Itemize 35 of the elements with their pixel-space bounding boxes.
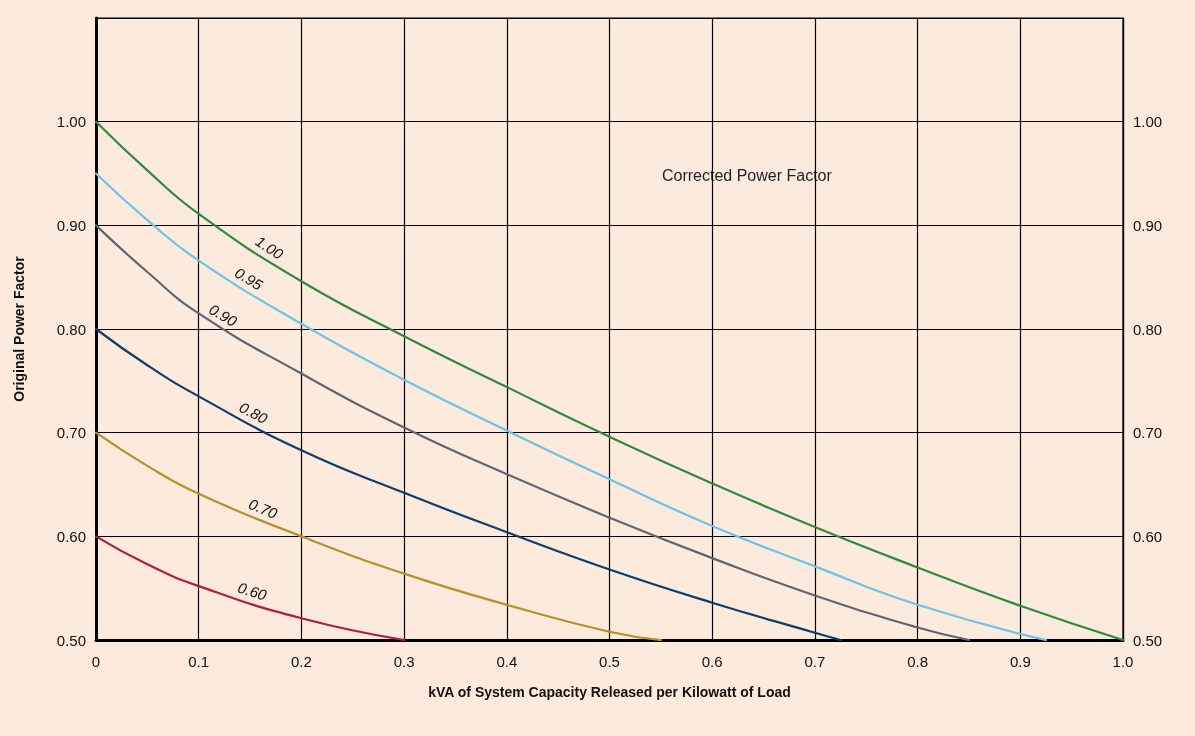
x-tick-label: 0.5	[599, 653, 620, 670]
y-tick-label: 1.00	[56, 113, 86, 131]
x-tick-label: 0.6	[701, 653, 723, 670]
y-tick-label: 0.80	[56, 320, 86, 338]
y2-tick-label: 0.70	[1133, 424, 1163, 442]
text: 0.60	[235, 578, 270, 604]
text: 1.00	[252, 232, 287, 263]
x-tick-label: 0.8	[907, 653, 929, 670]
x-tick-label: 0.2	[290, 653, 312, 670]
x-tick-label: 0	[91, 653, 101, 670]
text: 0.95	[231, 263, 267, 294]
y2-tick-label: 1.00	[1133, 113, 1163, 131]
text: 0.90	[206, 300, 241, 331]
y-tick-label: 0.90	[56, 216, 86, 234]
y-axis-title: Original Power Factor	[11, 255, 27, 402]
x-axis-title: kVA of System Capacity Released per Kilowatt of Load	[428, 684, 791, 700]
line-series	[94, 224, 971, 642]
y-tick-label: 0.60	[56, 527, 86, 545]
x-tick-label: 0.7	[804, 653, 826, 670]
y-tick-label: 0.70	[56, 424, 86, 442]
text: 0.70	[246, 494, 281, 523]
x-tick-label: 0.9	[1009, 653, 1031, 670]
y-tick-label: 0.50	[56, 631, 86, 649]
y2-tick-label: 0.60	[1133, 527, 1163, 545]
line-series	[94, 431, 662, 642]
line-series	[94, 535, 406, 642]
x-tick-label: 0.3	[393, 653, 415, 670]
y2-tick-label: 0.80	[1133, 320, 1163, 338]
y2-tick-label: 0.90	[1133, 216, 1163, 234]
x-tick-label: 0.1	[188, 653, 210, 670]
x-tick-label: 0.4	[496, 653, 518, 670]
x-tick-label: 1.0	[1112, 653, 1134, 670]
line-series	[94, 327, 842, 642]
y2-tick-label: 0.50	[1133, 631, 1163, 649]
text: 0.80	[236, 398, 271, 428]
